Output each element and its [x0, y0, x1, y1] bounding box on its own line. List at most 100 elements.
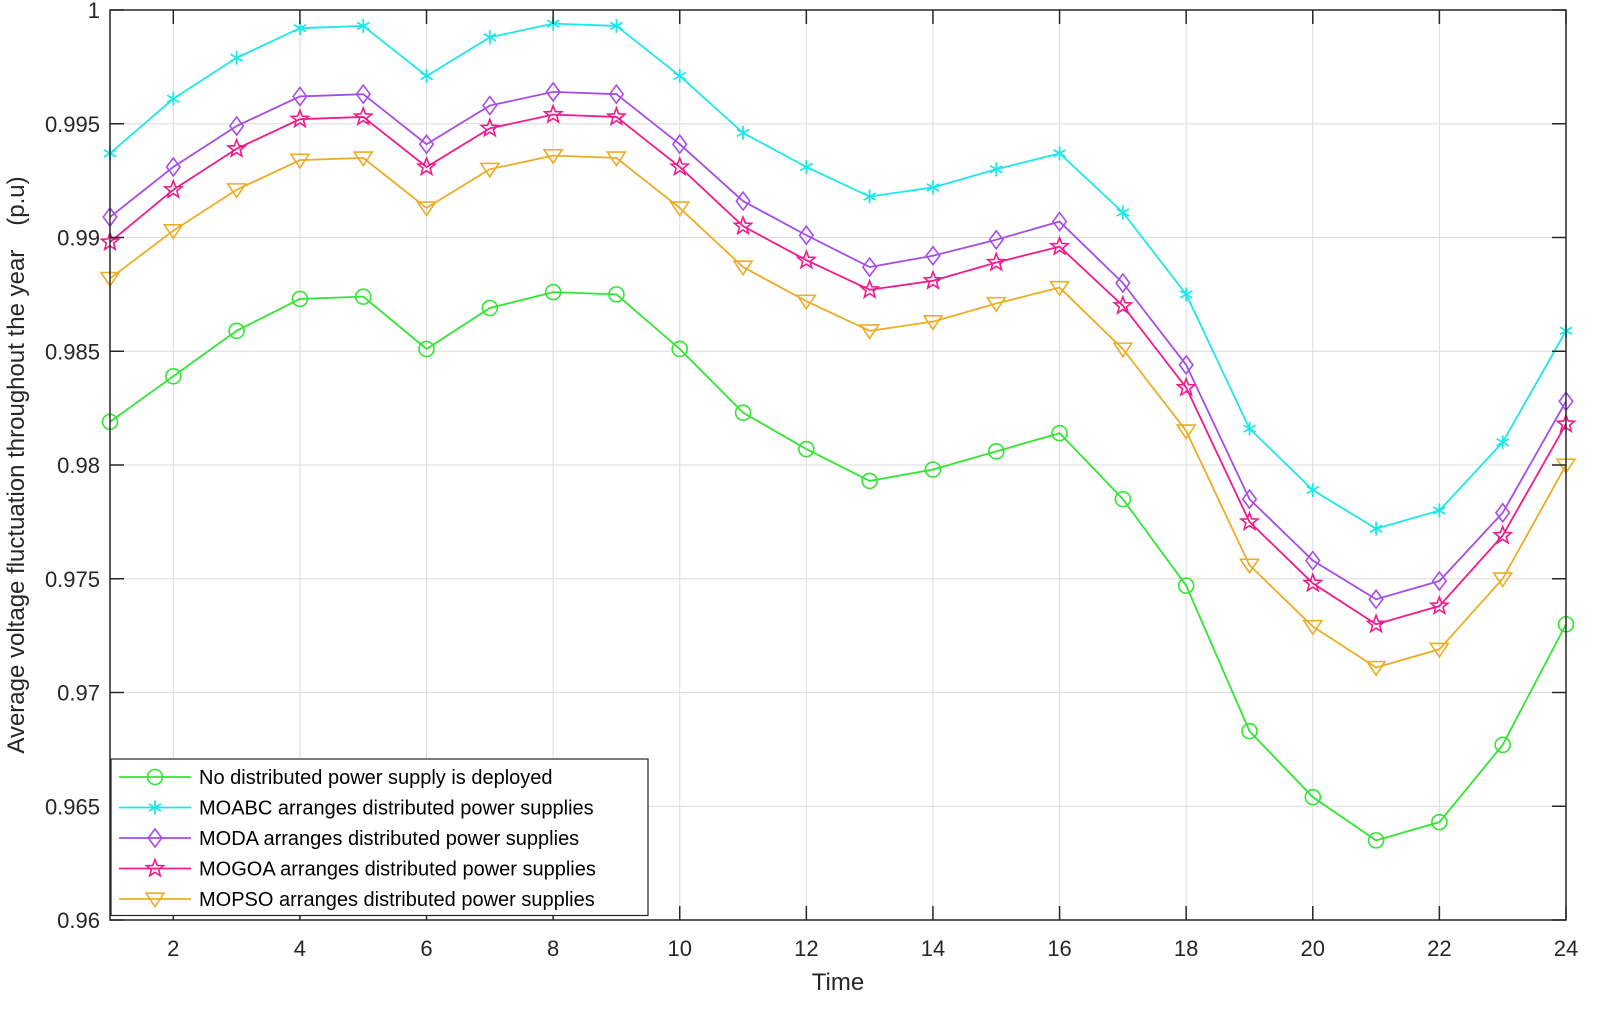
star-marker — [1491, 524, 1514, 545]
y-axis-label: Average voltage fluctuation throughout t… — [3, 176, 30, 753]
star-marker — [922, 269, 944, 290]
asterisk-marker — [673, 68, 687, 83]
legend-entry: MOABC arranges distributed power supplie… — [119, 798, 594, 820]
y-tick-label: 0.96 — [57, 908, 100, 933]
y-tick-label: 1 — [88, 0, 100, 23]
asterisk-stroke — [1179, 290, 1193, 299]
diamond-marker — [988, 229, 1005, 251]
star-marker — [732, 214, 754, 236]
data-series — [99, 16, 1577, 849]
asterisk-marker — [148, 800, 162, 815]
diamond-marker — [1431, 570, 1448, 592]
star-marker — [669, 155, 691, 177]
circle-marker — [418, 340, 435, 358]
legend-box — [110, 758, 649, 917]
asterisk-marker — [483, 30, 497, 45]
asterisk-marker — [799, 159, 813, 174]
asterisk-marker — [1496, 435, 1510, 450]
star-marker — [352, 105, 374, 127]
circle-marker — [1114, 490, 1132, 508]
circle-marker — [924, 461, 942, 478]
legend-label: MOPSO arranges distributed power supplie… — [199, 889, 595, 911]
triangle-down-marker — [669, 201, 691, 218]
y-tick-label: 0.97 — [57, 681, 100, 706]
circle-marker — [354, 288, 372, 305]
asterisk-stroke — [356, 21, 370, 31]
asterisk-stroke — [1369, 524, 1383, 533]
series-group — [101, 283, 1575, 849]
star-marker — [858, 278, 881, 299]
asterisk-marker — [166, 91, 180, 106]
y-tick-label: 0.99 — [57, 226, 100, 251]
asterisk-stroke — [293, 23, 307, 33]
y-axis-ticks: 0.96 0.965 0.97 0.975 0.98 0.985 0.99 0.995 1 — [45, 0, 1566, 933]
series-group — [102, 81, 1574, 610]
x-axis-ticks: 2 4 6 8 10 12 14 16 18 20 22 24 — [167, 10, 1578, 961]
x-axis-label: Time — [812, 969, 864, 996]
star-marker — [1365, 612, 1387, 634]
circle-marker — [1304, 788, 1322, 806]
triangle-down-marker — [1238, 558, 1260, 575]
x-tick-label: 18 — [1174, 936, 1198, 961]
diamond-marker — [418, 133, 435, 155]
diamond-marker — [355, 83, 371, 105]
asterisk-marker — [863, 189, 877, 204]
triangle-down-marker — [352, 151, 374, 167]
diamond-marker — [1494, 502, 1511, 524]
x-tick-label: 12 — [794, 936, 818, 961]
triangle-down-marker — [226, 183, 248, 199]
diamond-marker — [482, 95, 498, 116]
triangle-down-marker — [1428, 642, 1450, 659]
circle-marker — [861, 472, 878, 490]
diamond-marker — [228, 115, 245, 137]
diamond-marker — [1305, 550, 1321, 571]
circle-marker — [291, 290, 309, 308]
triangle-down-marker — [732, 260, 754, 277]
asterisk-stroke — [1053, 149, 1067, 158]
x-tick-label: 20 — [1301, 936, 1325, 961]
legend-label: No distributed power supply is deployed — [199, 767, 553, 789]
legend-entry: MODA arranges distributed power supplies — [119, 827, 579, 850]
asterisk-marker — [1306, 483, 1320, 498]
triangle-down-marker — [1365, 660, 1387, 677]
diamond-marker — [545, 81, 561, 103]
asterisk-stroke — [1242, 424, 1257, 433]
asterisk-stroke — [863, 192, 877, 201]
series-line — [109, 154, 1567, 669]
triangle-down-marker — [922, 315, 944, 331]
x-tick-label: 4 — [294, 936, 306, 961]
x-tick-label: 22 — [1427, 936, 1451, 961]
asterisk-marker — [230, 50, 244, 65]
asterisk-stroke — [1306, 485, 1320, 495]
diamond-marker — [1178, 354, 1194, 376]
star-marker — [542, 103, 564, 124]
legend: No distributed power supply is deployed M… — [110, 758, 649, 917]
asterisk-stroke — [926, 183, 940, 192]
asterisk-marker — [1053, 146, 1067, 161]
triangle-down-marker — [542, 148, 564, 165]
asterisk-marker — [1369, 521, 1383, 536]
series-line — [109, 113, 1567, 626]
series-line — [109, 291, 1567, 842]
y-tick-label: 0.98 — [57, 453, 100, 478]
circle-marker — [1367, 832, 1385, 849]
asterisk-stroke — [166, 94, 180, 104]
asterisk-marker — [419, 68, 434, 83]
circle-marker — [671, 340, 689, 358]
diamond-marker — [735, 190, 751, 212]
asterisk-marker — [1432, 503, 1446, 518]
asterisk-marker — [1242, 421, 1257, 436]
diamond-marker — [1368, 588, 1384, 610]
star-marker — [415, 155, 438, 177]
series-line — [109, 90, 1567, 601]
diamond-marker — [292, 86, 308, 107]
asterisk-marker — [356, 18, 370, 33]
star-marker — [162, 178, 185, 199]
circle-marker — [1494, 736, 1511, 754]
x-tick-label: 10 — [667, 936, 691, 961]
triangle-down-marker — [795, 294, 817, 311]
star-marker — [605, 105, 628, 127]
legend-entry: MOGOA arranges distributed power supplie… — [119, 857, 596, 881]
grid-lines — [110, 9, 1567, 921]
